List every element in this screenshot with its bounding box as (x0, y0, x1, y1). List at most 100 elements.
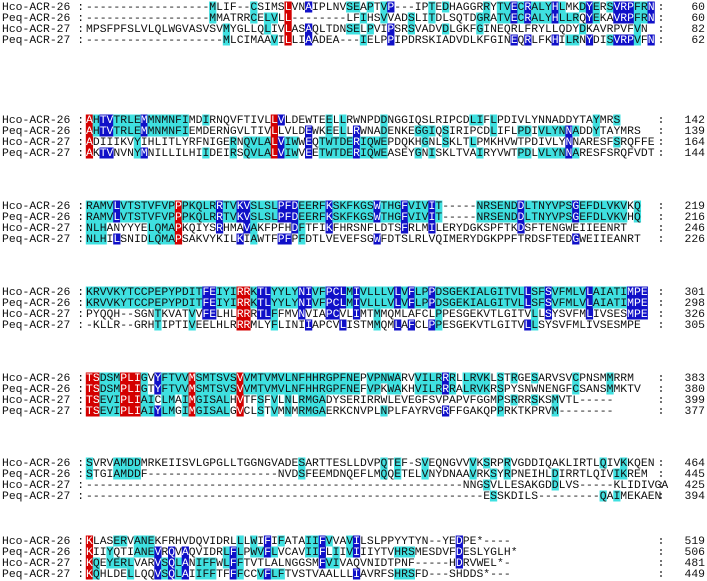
conservation-cell (133, 394, 141, 406)
conservation-cell (222, 297, 231, 309)
conservation-cell (305, 546, 313, 558)
conservation-cell (366, 297, 374, 309)
conservation-cell (85, 136, 94, 148)
conservation-cell (209, 308, 217, 320)
separator (660, 493, 662, 495)
conservation-cell (476, 297, 484, 309)
separator (660, 390, 662, 392)
sequence: ----------------------------------------… (86, 480, 668, 492)
conservation-cell (85, 114, 94, 126)
conservation-cell (551, 479, 559, 491)
end-position: 144 (684, 148, 705, 160)
sequence-name: Peq-ACR-26 : (2, 126, 84, 138)
conservation-cell (222, 200, 231, 212)
conservation-cell (222, 405, 231, 417)
end-position: 246 (684, 223, 705, 235)
conservation-cell (489, 114, 498, 126)
conservation-cell (305, 125, 313, 137)
conservation-cell (442, 286, 450, 298)
conservation-cell (531, 12, 539, 24)
conservation-cell (435, 211, 443, 223)
conservation-cell (85, 405, 94, 417)
conservation-cell (339, 297, 347, 309)
conservation-cell (284, 1, 292, 13)
conservation-cell (113, 383, 121, 395)
conservation-cell (161, 125, 169, 137)
conservation-cell (298, 372, 306, 384)
conservation-cell (626, 297, 635, 309)
conservation-cell (277, 297, 285, 309)
conservation-cell (572, 233, 580, 245)
conservation-cell (257, 546, 265, 558)
conservation-cell (133, 136, 141, 148)
conservation-cell (209, 568, 217, 580)
sequence: AHTVTRLEMMNMNFIMDIRNQVFTIVLLVLDEWTEELLRW… (86, 115, 620, 127)
end-position: 298 (684, 298, 705, 310)
conservation-cell (168, 114, 176, 126)
conservation-cell (407, 12, 415, 24)
sequence-name: Hco-ACR-27 : (2, 480, 84, 492)
conservation-cell (359, 34, 368, 46)
conservation-cell (133, 457, 141, 469)
conservation-cell (99, 200, 107, 212)
conservation-cell (626, 34, 635, 46)
conservation-cell (414, 200, 422, 212)
conservation-cell (263, 211, 272, 223)
conservation-cell (284, 211, 292, 223)
conservation-cell (250, 535, 258, 547)
conservation-cell (558, 297, 566, 309)
conservation-cell (126, 457, 135, 469)
conservation-cell (133, 286, 141, 298)
conservation-cell (346, 546, 354, 558)
conservation-cell (209, 372, 217, 384)
conservation-cell (414, 147, 422, 159)
conservation-cell (414, 211, 422, 223)
conservation-cell (352, 200, 361, 212)
alignment-block: Hco-ACR-26 : SVRVAMDDMRKEIISVLGPGLLTGGNGV… (2, 457, 705, 503)
conservation-cell (106, 147, 114, 159)
conservation-cell (380, 200, 388, 212)
conservation-cell (373, 147, 381, 159)
conservation-cell (339, 211, 347, 223)
end-position: 226 (684, 234, 705, 246)
end-position: 449 (684, 569, 705, 581)
conservation-cell (270, 34, 278, 46)
conservation-cell (380, 114, 388, 126)
conservation-cell (483, 479, 491, 491)
conservation-cell (537, 200, 546, 212)
conservation-cell (489, 490, 498, 502)
conservation-cell (99, 394, 107, 406)
conservation-cell (113, 468, 121, 480)
sequence-name: Hco-ACR-27 : (2, 223, 84, 235)
sequence-name: Hco-ACR-27 : (2, 137, 84, 149)
conservation-cell (435, 200, 443, 212)
conservation-cell (161, 286, 169, 298)
conservation-cell (209, 405, 217, 417)
sequence: TSEVIPLIAIYLMGIMGISALGVCLSTVMNMRMGAERKCN… (86, 406, 613, 418)
end-position: 216 (684, 212, 705, 224)
conservation-cell (503, 211, 511, 223)
end-position: 383 (684, 373, 705, 385)
conservation-cell (524, 297, 532, 309)
conservation-cell (209, 1, 217, 13)
conservation-cell (346, 535, 354, 547)
conservation-cell (469, 468, 477, 480)
conservation-cell (188, 394, 196, 406)
separator (660, 471, 662, 473)
separator (660, 300, 662, 302)
conservation-cell (448, 372, 457, 384)
conservation-cell (585, 211, 594, 223)
conservation-cell (394, 297, 402, 309)
conservation-cell (503, 1, 511, 13)
conservation-cell (428, 125, 436, 137)
conservation-cell (298, 394, 306, 406)
conservation-cell (195, 383, 203, 395)
conservation-cell (572, 34, 580, 46)
conservation-cell (489, 468, 498, 480)
conservation-cell (496, 286, 505, 298)
conservation-cell (421, 372, 429, 384)
separator (660, 460, 662, 462)
conservation-cell (298, 405, 306, 417)
conservation-cell (380, 297, 388, 309)
conservation-cell (537, 147, 546, 159)
